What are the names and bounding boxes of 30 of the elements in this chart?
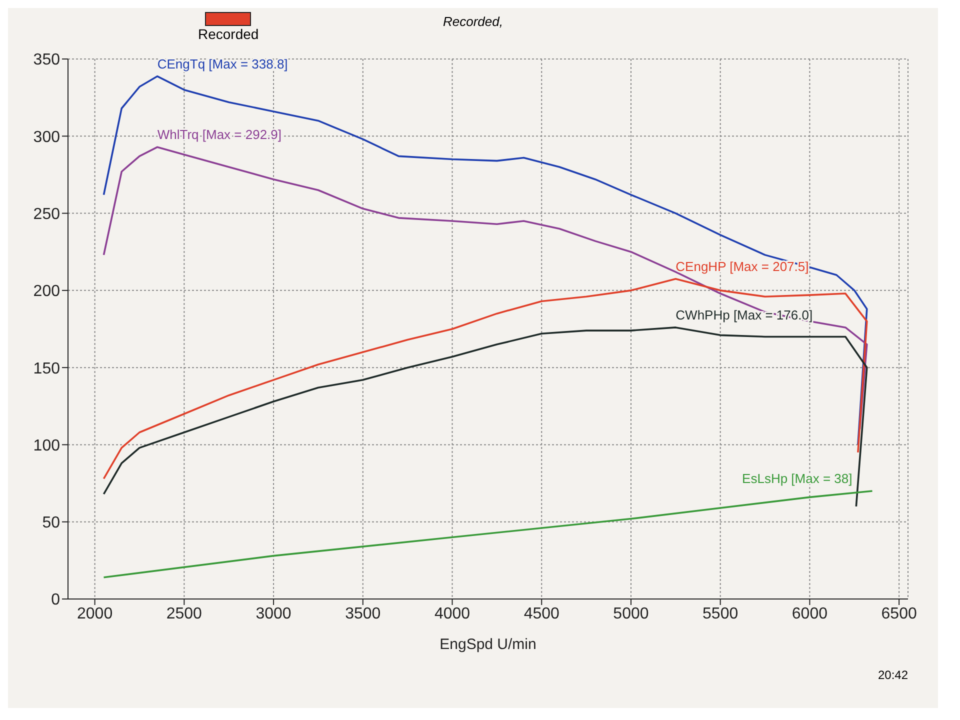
text: 20:42	[878, 668, 908, 682]
y-tick-label: 50	[42, 514, 60, 532]
y-tick-label: 300	[33, 128, 60, 146]
x-axis-title: EngSpd U/min	[440, 636, 536, 653]
x-tick-label: 2000	[77, 605, 113, 622]
y-tick-label: 350	[33, 52, 60, 69]
series-label: CEngTq [Max = 338.8]	[157, 56, 288, 72]
x-tick-label: 6000	[792, 605, 828, 622]
series-label: WhlTrq [Max = 292.9]	[157, 127, 282, 142]
y-tick-label: 0	[51, 592, 60, 609]
x-tick-label: 5500	[702, 605, 738, 622]
series-label: EsLsHp [Max = 38]	[742, 471, 852, 486]
line-series	[102, 326, 868, 508]
y-tick-label: 100	[33, 437, 60, 454]
x-tick-label: 3500	[345, 605, 381, 622]
x-tick-label: 3000	[256, 605, 292, 622]
y-tick-label: 200	[33, 283, 60, 300]
y-tick-label: 250	[33, 206, 60, 223]
x-tick-label: 2500	[166, 605, 202, 622]
x-tick-label: 5000	[613, 605, 649, 622]
x-tick-label: 4500	[524, 605, 560, 622]
y-tick-label: 150	[33, 360, 60, 378]
text: Recorded	[198, 26, 259, 42]
line-series	[102, 146, 868, 430]
x-tick-label: 4000	[434, 605, 470, 622]
series-label: CEngHP [Max = 207.5]	[676, 258, 809, 274]
line-series	[102, 490, 874, 578]
chart-subtitle: Recorded,	[443, 14, 503, 29]
x-tick-label: 6500	[881, 605, 917, 622]
line-series	[102, 75, 868, 446]
